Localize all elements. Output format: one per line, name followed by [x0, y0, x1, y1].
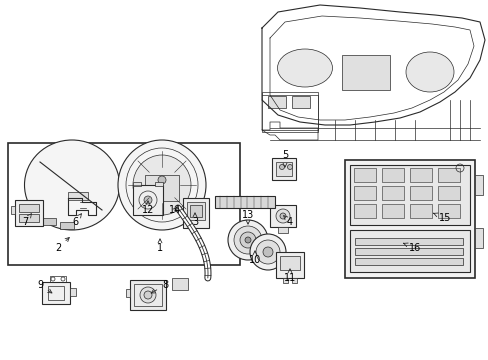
Bar [354, 258, 462, 265]
Circle shape [227, 220, 267, 260]
Bar [280, 256, 299, 270]
Ellipse shape [277, 49, 332, 87]
Bar [291, 96, 309, 108]
Text: 9: 9 [37, 280, 52, 293]
Text: 1: 1 [157, 239, 163, 253]
Bar [267, 96, 285, 108]
Text: 14: 14 [168, 205, 181, 215]
Bar [437, 204, 459, 218]
Bar [172, 278, 187, 290]
Bar [190, 205, 202, 217]
Bar [381, 186, 403, 200]
Circle shape [279, 165, 284, 170]
Bar [145, 175, 179, 201]
Ellipse shape [405, 52, 453, 92]
Bar [341, 55, 389, 90]
Bar [345, 160, 474, 278]
Circle shape [287, 165, 292, 170]
Circle shape [256, 240, 280, 264]
Text: 13: 13 [242, 210, 254, 224]
Bar [278, 227, 287, 233]
Bar [262, 92, 317, 132]
Bar [354, 238, 462, 245]
Bar [269, 205, 295, 227]
Bar [11, 206, 15, 214]
Bar [60, 222, 74, 229]
Bar [349, 165, 469, 225]
Text: 4: 4 [283, 216, 292, 227]
Bar [381, 204, 403, 218]
Bar [437, 186, 459, 200]
Bar [283, 278, 287, 283]
Bar [353, 168, 375, 182]
Bar [183, 198, 208, 228]
Bar [134, 284, 162, 306]
Bar [133, 185, 163, 215]
Ellipse shape [133, 155, 191, 215]
Circle shape [280, 213, 285, 219]
Text: 5: 5 [281, 150, 287, 167]
Bar [186, 202, 204, 220]
Circle shape [244, 237, 250, 243]
Circle shape [143, 196, 152, 204]
Text: 8: 8 [151, 280, 168, 293]
Bar [409, 204, 431, 218]
Bar [409, 168, 431, 182]
Bar [130, 280, 165, 310]
Bar [155, 182, 163, 186]
Circle shape [240, 232, 256, 248]
Text: 2: 2 [55, 238, 69, 253]
Bar [474, 175, 482, 195]
Text: 15: 15 [432, 213, 450, 223]
Bar [275, 252, 304, 278]
Bar [381, 168, 403, 182]
Bar [126, 289, 130, 297]
Bar [353, 204, 375, 218]
Bar [19, 214, 39, 222]
Text: 11: 11 [284, 269, 296, 283]
Bar [42, 218, 56, 225]
Bar [275, 162, 291, 176]
Circle shape [275, 209, 289, 223]
Text: 6: 6 [72, 214, 81, 227]
Ellipse shape [24, 140, 119, 230]
Text: 16: 16 [403, 243, 420, 253]
Bar [291, 278, 296, 283]
Circle shape [143, 291, 152, 299]
Ellipse shape [118, 140, 205, 230]
Bar [437, 168, 459, 182]
Bar [349, 230, 469, 272]
Text: 10: 10 [248, 251, 261, 265]
Bar [215, 196, 274, 208]
Text: 12: 12 [142, 201, 154, 215]
Bar [70, 288, 76, 296]
Circle shape [234, 226, 262, 254]
Circle shape [158, 176, 165, 184]
Bar [271, 158, 295, 180]
Bar [474, 228, 482, 248]
Circle shape [140, 287, 156, 303]
Bar [42, 282, 70, 304]
Bar [8, 143, 240, 265]
Bar [15, 200, 43, 226]
Bar [133, 182, 141, 186]
Bar [353, 186, 375, 200]
Bar [48, 286, 64, 300]
Circle shape [249, 234, 285, 270]
Bar [68, 192, 88, 200]
Text: 7: 7 [22, 214, 31, 227]
Text: 3: 3 [192, 213, 198, 227]
Circle shape [263, 247, 272, 257]
Bar [19, 204, 39, 212]
Bar [409, 186, 431, 200]
Bar [354, 248, 462, 255]
